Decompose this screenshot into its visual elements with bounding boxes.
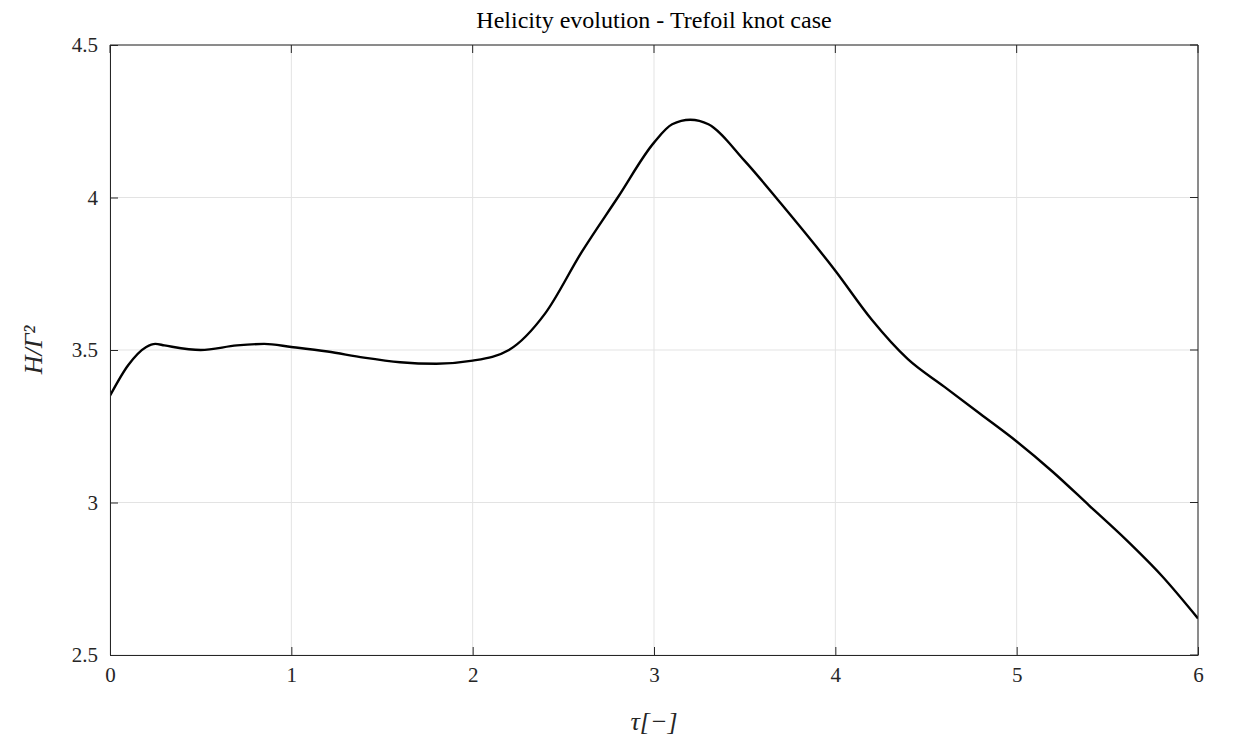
tick: 3	[88, 491, 119, 515]
frame-tick	[1190, 197, 1198, 198]
tick: 3	[649, 647, 660, 687]
grid-line	[110, 502, 1198, 503]
tick-label: 1	[287, 663, 298, 687]
x-axis: 0 1 2 3 4 5 6	[105, 647, 1204, 687]
tick: 4	[88, 186, 119, 210]
tick-label: 2.5	[72, 643, 98, 667]
tick-mark	[1017, 647, 1018, 655]
series	[110, 120, 1198, 619]
tick-mark	[291, 647, 292, 655]
frame-tick	[654, 45, 655, 53]
frame-tick	[472, 45, 473, 53]
tick-label: 4	[88, 186, 99, 210]
tick-mark	[110, 503, 118, 504]
tick-label: 4	[831, 663, 842, 687]
tick: 1	[287, 647, 298, 687]
plot-background	[110, 45, 1198, 655]
x-axis-title: τ[−]	[630, 707, 677, 736]
tick-label: 6	[1193, 663, 1204, 687]
tick-label: 5	[1012, 663, 1023, 687]
tick-label: 3.5	[72, 338, 98, 362]
tick: 2.5	[72, 643, 118, 667]
tick: 5	[1012, 647, 1023, 687]
helicity-line	[110, 120, 1198, 619]
frame-tick	[110, 45, 111, 53]
tick-mark	[110, 655, 118, 656]
tick-mark	[110, 198, 118, 199]
tick-mark	[654, 647, 655, 655]
frame-tick	[291, 45, 292, 53]
tick: 4	[831, 647, 842, 687]
y-axis-title: H/Γ²	[19, 325, 48, 376]
tick-mark	[473, 647, 474, 655]
tick: 2	[468, 647, 479, 687]
axis-line	[111, 655, 1199, 656]
tick-label: 0	[105, 663, 116, 687]
frame-tick	[835, 45, 836, 53]
plot: 0 1 2 3 4 5 6 2.5 3 3.5 4 4.5	[72, 33, 1204, 687]
tick-label: 4.5	[72, 33, 98, 57]
y-axis: 2.5 3 3.5 4 4.5	[72, 33, 118, 667]
title: Helicity evolution - Trefoil knot case	[476, 7, 831, 33]
tick-mark	[835, 647, 836, 655]
frame-tick	[1016, 45, 1017, 53]
tick-label: 3	[649, 663, 660, 687]
tick-label: 3	[88, 491, 99, 515]
tick: 3.5	[72, 338, 118, 362]
grid	[110, 45, 1198, 655]
tick-mark	[110, 350, 118, 351]
tick-label: 2	[468, 663, 479, 687]
frame-tick	[1190, 502, 1198, 503]
frame-tick	[1190, 655, 1198, 656]
frame-tick	[1190, 350, 1198, 351]
grid-line	[110, 350, 1198, 351]
grid-line	[110, 197, 1198, 198]
frame-tick	[1190, 45, 1198, 46]
chart: 0 1 2 3 4 5 6 2.5 3 3.5 4 4.5 Helicity evolution - T…	[0, 0, 1248, 748]
frame-tick	[1198, 45, 1199, 53]
